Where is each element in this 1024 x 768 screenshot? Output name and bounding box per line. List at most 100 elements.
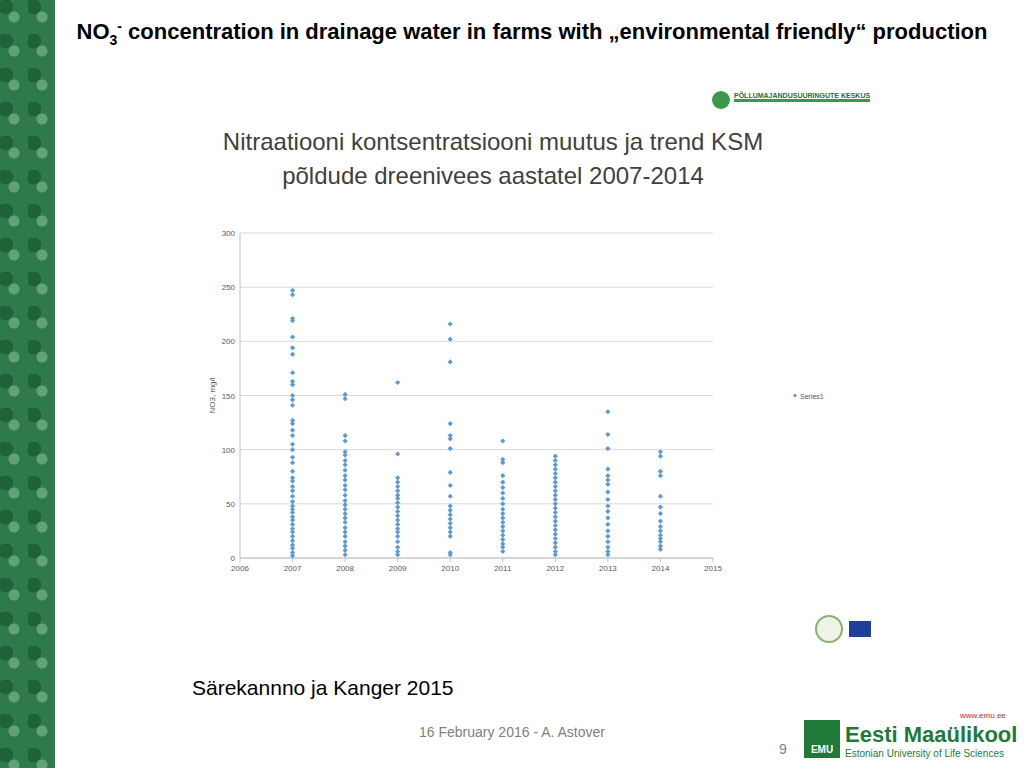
point — [448, 446, 453, 451]
x-tick — [713, 558, 714, 562]
grid-line — [240, 341, 713, 342]
x-tick — [607, 558, 608, 562]
x-tick-label: 2007 — [284, 564, 302, 573]
y-tick-label: 150 — [222, 392, 236, 401]
x-tick — [660, 558, 661, 562]
point — [290, 318, 295, 323]
point — [605, 552, 610, 557]
citation: Särekannno ja Kanger 2015 — [192, 676, 454, 700]
point — [605, 409, 610, 414]
point — [658, 494, 663, 499]
point — [500, 438, 505, 443]
point — [343, 433, 348, 438]
point — [605, 489, 610, 494]
point — [605, 432, 610, 437]
point — [290, 352, 295, 357]
point — [290, 345, 295, 350]
legend-marker — [793, 394, 797, 398]
x-tick — [240, 558, 241, 562]
point — [395, 539, 400, 544]
url: www.emu.ee — [960, 711, 1006, 720]
grid-line — [240, 449, 713, 450]
y-axis-label: NO3, mg/l — [208, 377, 217, 413]
logo-top: PÕLLUMAJANDUSUURINGUTE KESKUS — [712, 91, 875, 109]
university-name: Eesti Maaülikool — [845, 722, 1017, 748]
point — [395, 451, 400, 456]
y-axis — [240, 233, 241, 558]
point — [343, 493, 348, 498]
point — [448, 494, 453, 499]
point — [290, 334, 295, 339]
point — [290, 428, 295, 433]
point — [290, 421, 295, 426]
point — [553, 552, 558, 557]
point — [448, 470, 453, 475]
point — [290, 469, 295, 474]
point — [395, 552, 400, 557]
point — [290, 442, 295, 447]
point — [343, 468, 348, 473]
title-sub: 3 — [110, 32, 118, 48]
title-text: concentration in drainage water in farms… — [122, 19, 987, 44]
point — [500, 485, 505, 490]
point — [658, 454, 663, 459]
point — [290, 494, 295, 499]
point — [605, 522, 610, 527]
decor-strip — [0, 0, 55, 768]
point — [448, 337, 453, 342]
chart-title-line: Nitraatiooni kontsentratsiooni muutus ja… — [223, 128, 763, 155]
point — [658, 519, 663, 524]
emu-icon: EMU — [804, 720, 840, 758]
point — [290, 447, 295, 452]
point — [290, 382, 295, 387]
university-sub: Estonian University of Life Sciences — [845, 748, 1004, 759]
footer: 16 February 2016 - A. Astover — [330, 724, 694, 740]
y-tick-label: 100 — [222, 446, 236, 455]
point — [605, 539, 610, 544]
point — [395, 534, 400, 539]
grid-line — [240, 287, 713, 288]
point — [605, 503, 610, 508]
point — [290, 478, 295, 483]
point — [290, 433, 295, 438]
point — [343, 438, 348, 443]
point — [605, 497, 610, 502]
x-tick-label: 2006 — [231, 564, 249, 573]
x-tick — [292, 558, 293, 562]
x-tick — [450, 558, 451, 562]
point — [290, 397, 295, 402]
point — [343, 520, 348, 525]
chart: Nitraatiooni kontsentratsiooni muutus ja… — [0, 0, 1024, 768]
point — [448, 552, 453, 557]
x-tick-label: 2010 — [441, 564, 459, 573]
logo-circle — [815, 615, 843, 643]
point — [500, 460, 505, 465]
title-sup: - — [117, 18, 122, 34]
point — [343, 487, 348, 492]
point — [290, 460, 295, 465]
point — [290, 553, 295, 558]
point — [290, 370, 295, 375]
point — [605, 446, 610, 451]
chart-title-line: põldude dreenivees aastatel 2007-2014 — [282, 162, 704, 189]
point — [343, 552, 348, 557]
grid-line — [240, 558, 713, 559]
point — [343, 534, 348, 539]
grid-line — [240, 503, 713, 504]
point — [605, 509, 610, 514]
point — [343, 477, 348, 482]
point — [343, 452, 348, 457]
x-tick-label: 2015 — [704, 564, 722, 573]
point — [448, 321, 453, 326]
point — [500, 501, 505, 506]
plot-area — [290, 288, 663, 559]
point — [605, 467, 610, 472]
point — [448, 534, 453, 539]
logo-dot — [712, 91, 730, 109]
point — [290, 488, 295, 493]
x-tick-label: 2008 — [336, 564, 354, 573]
y-tick-label: 200 — [222, 337, 236, 346]
x-tick-label: 2014 — [652, 564, 670, 573]
slide-title: NO3- concentration in drainage water in … — [60, 12, 1004, 55]
point — [500, 473, 505, 478]
